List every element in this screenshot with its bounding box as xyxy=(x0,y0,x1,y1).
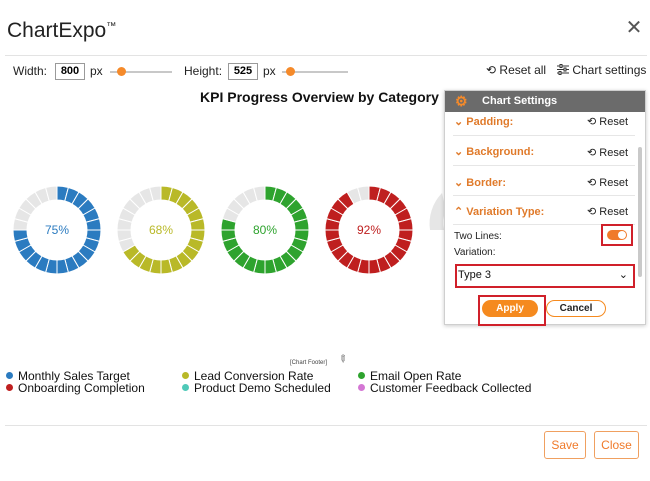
header-divider xyxy=(5,55,647,56)
apply-button[interactable]: Apply xyxy=(482,300,538,317)
legend-item[interactable]: Onboarding Completion xyxy=(18,381,145,395)
background-label: Background: xyxy=(466,146,535,158)
reset-label: Reset xyxy=(599,147,629,159)
width-input[interactable] xyxy=(55,63,85,80)
chart-footer-label[interactable]: [Chart Footer] xyxy=(290,360,328,366)
reset-icon: ⟲ xyxy=(486,63,497,77)
donut-value-label: 80% xyxy=(253,223,277,237)
donut-segment-empty xyxy=(252,185,266,202)
reset-label: Reset xyxy=(599,206,629,218)
donut-3: 80% xyxy=(220,185,310,275)
donut-4: 92% xyxy=(324,185,414,275)
donut-segment-empty xyxy=(44,185,58,202)
panel-title: Chart Settings xyxy=(482,95,558,107)
legend-marker xyxy=(358,372,365,379)
variation-type-label: Variation Type: xyxy=(466,206,545,218)
donut-segment-empty xyxy=(356,185,370,202)
two-lines-toggle[interactable] xyxy=(607,230,627,240)
legend-item[interactable]: Email Open Rate xyxy=(370,369,462,383)
padding-label: Padding: xyxy=(466,116,514,128)
divider xyxy=(453,165,635,166)
chart-title[interactable]: KPI Progress Overview by Category xyxy=(200,89,439,105)
close-icon[interactable]: ✕ xyxy=(625,17,643,39)
variation-select[interactable]: Type 3 ⌄ xyxy=(458,267,630,283)
height-unit: px xyxy=(263,64,276,78)
background-section[interactable]: ⌄ Background: xyxy=(454,146,535,158)
legend-marker xyxy=(6,384,13,391)
variation-label: Variation: xyxy=(454,247,496,258)
footer-divider xyxy=(5,425,647,426)
donut-1: 75% xyxy=(12,185,102,275)
width-slider-handle[interactable] xyxy=(117,67,126,76)
edit-pencil-icon[interactable]: ✎ xyxy=(335,352,350,367)
height-slider[interactable] xyxy=(282,71,348,73)
height-input[interactable] xyxy=(228,63,258,80)
panel-header: ⚙ Chart Settings xyxy=(445,91,645,112)
donut-value-label: 92% xyxy=(357,223,381,237)
legend-item[interactable]: Lead Conversion Rate xyxy=(194,369,314,383)
reset-all-button[interactable]: ⟲ Reset all xyxy=(486,63,546,77)
border-reset-button[interactable]: ⟲ Reset xyxy=(587,177,629,189)
donut-chart: 75% 68% 80% 92% xyxy=(12,185,446,275)
legend-item[interactable]: Customer Feedback Collected xyxy=(370,381,532,395)
save-button[interactable]: Save xyxy=(544,431,586,459)
variation-value: Type 3 xyxy=(458,269,492,281)
toggle-highlight xyxy=(601,224,633,246)
chevron-down-icon: ⌄ xyxy=(618,269,628,281)
width-label: Width: xyxy=(13,64,48,78)
padding-reset-button[interactable]: ⟲ Reset xyxy=(587,116,629,128)
height-label: Height: xyxy=(184,64,223,78)
sliders-icon xyxy=(557,64,569,75)
divider xyxy=(453,195,635,196)
border-label: Border: xyxy=(466,177,507,189)
variation-type-section[interactable]: ⌃ Variation Type: xyxy=(454,206,545,218)
reset-label: Reset xyxy=(599,177,629,189)
legend-marker xyxy=(358,384,365,391)
chart-settings-panel: ⚙ Chart Settings ⌄ Padding: ⟲ Reset ⌄ Ba… xyxy=(444,90,646,326)
donut-5-partial xyxy=(429,193,446,230)
background-reset-button[interactable]: ⟲ Reset xyxy=(587,147,629,159)
panel-scrollbar[interactable] xyxy=(638,147,642,277)
divider xyxy=(453,135,635,136)
legend-marker xyxy=(182,372,189,379)
width-slider[interactable] xyxy=(110,71,172,73)
toggle-knob xyxy=(618,231,626,239)
donut-value-label: 68% xyxy=(149,223,173,237)
legend-item[interactable]: Product Demo Scheduled xyxy=(194,381,331,395)
cancel-button[interactable]: Cancel xyxy=(546,300,606,317)
legend-marker xyxy=(6,372,13,379)
legend-marker xyxy=(182,384,189,391)
two-lines-label: Two Lines: xyxy=(454,231,502,242)
close-button[interactable]: Close xyxy=(594,431,639,459)
donut-segment-empty xyxy=(148,185,162,202)
apply-highlight xyxy=(478,295,546,326)
legend-item[interactable]: Monthly Sales Target xyxy=(18,369,130,383)
variation-type-reset-button[interactable]: ⟲ Reset xyxy=(587,206,629,218)
chart-settings-button[interactable]: Chart settings xyxy=(557,63,646,77)
padding-section[interactable]: ⌄ Padding: xyxy=(454,116,514,128)
chart-settings-label: Chart settings xyxy=(572,63,647,77)
reset-all-label: Reset all xyxy=(499,63,547,77)
variation-select-highlight xyxy=(455,264,635,288)
border-section[interactable]: ⌄ Border: xyxy=(454,177,507,189)
gear-icon: ⚙ xyxy=(455,93,468,109)
app-title: ChartExpo™ xyxy=(7,19,117,42)
width-unit: px xyxy=(90,64,103,78)
height-slider-handle[interactable] xyxy=(286,67,295,76)
reset-label: Reset xyxy=(599,116,629,128)
divider xyxy=(453,224,635,225)
donut-2: 68% xyxy=(116,185,206,275)
donut-value-label: 75% xyxy=(45,223,69,237)
